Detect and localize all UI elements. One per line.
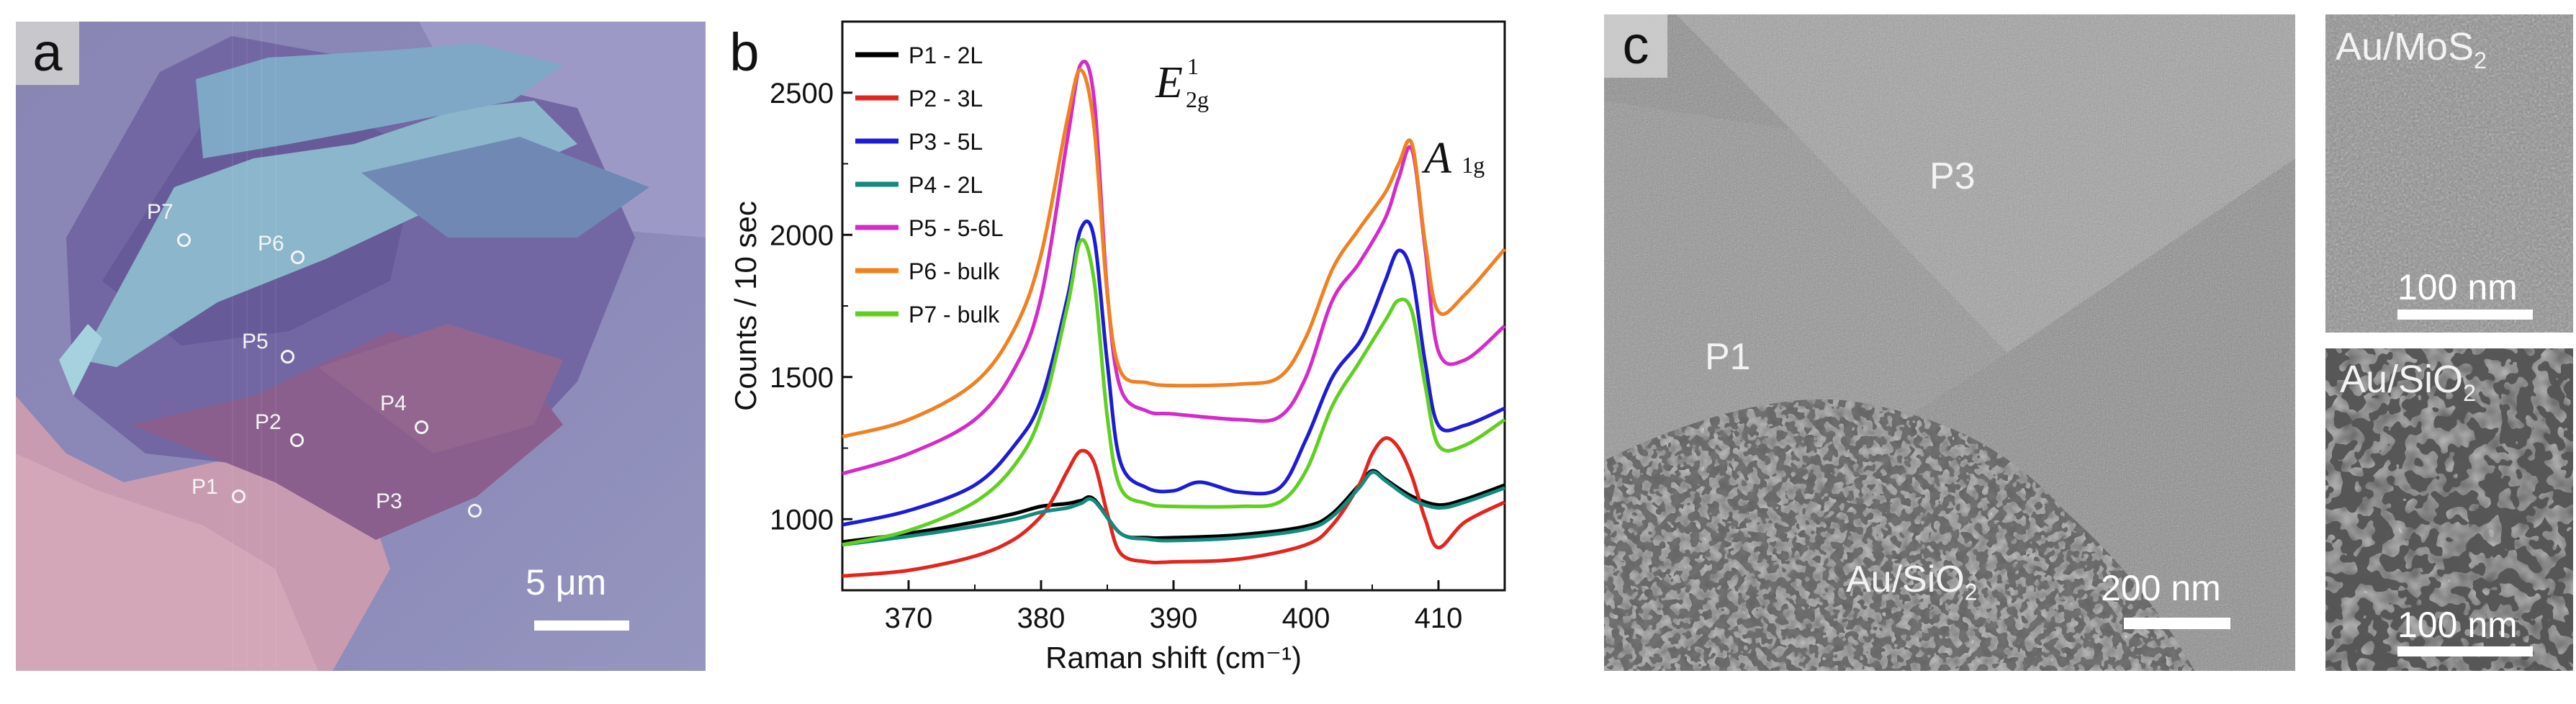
scale-bar-label-c: 200 nm: [2101, 568, 2221, 608]
scale-bar-label-inset-top: 100 nm: [2397, 267, 2518, 307]
tem-micrograph: [1604, 14, 2295, 671]
peak-label-e2g-sub: 2g: [1186, 86, 1209, 112]
x-axis-label: Raman shift (cm⁻¹): [1045, 641, 1302, 674]
point-label-p7: P7: [147, 200, 174, 224]
point-marker-p5: [281, 350, 294, 364]
panel-c-tem-image: c P3 P1 Au/SiO2 200 nm: [1604, 14, 2295, 671]
scale-bar-inset-top: [2397, 310, 2533, 320]
point-label-p4: P4: [380, 392, 407, 415]
point-label-p6: P6: [258, 232, 284, 256]
region-label-au-sio2-sub: 2: [1964, 579, 1978, 605]
peak-label-a1g: A 1g: [1424, 133, 1485, 184]
series-line-p3-5l: [842, 219, 1506, 527]
inset-au-mos2-image: [2325, 14, 2573, 333]
x-tick-label: 390: [1150, 603, 1198, 634]
point-marker-p4: [415, 420, 428, 434]
x-tick-label: 370: [885, 603, 933, 634]
optical-micrograph: [16, 22, 706, 671]
panel-a-optical-image: a P7 P6 P5 P2 P4 P1 P3 5 μm: [16, 22, 706, 671]
panel-b-raman-chart: 370 380 390 400 410 1000 1500 2000 2500 Raman shi…: [713, 14, 1562, 698]
legend-label: P3 - 5L: [909, 129, 983, 155]
y-tick-label: 1500: [770, 362, 834, 394]
point-marker-p7: [177, 233, 191, 247]
point-label-p2: P2: [255, 410, 282, 434]
raman-chart-svg: 370 380 390 400 410 1000 1500 2000 2500 Raman shi…: [729, 20, 1506, 674]
point-label-p5: P5: [242, 330, 269, 353]
y-tick-label: 2000: [770, 220, 834, 251]
y-tick-label: 2500: [770, 78, 834, 109]
y-tick-label: 1000: [770, 504, 834, 536]
y-axis-label: Counts / 10 sec: [729, 201, 762, 411]
peak-label-e2g: E 1 2g: [1156, 53, 1209, 112]
peak-label-e2g-base: E: [1156, 58, 1183, 107]
scale-bar-label-a: 5 μm: [526, 562, 607, 603]
inset-top-title-prefix: Au/MoS: [2336, 25, 2474, 68]
inset-bottom-title: Au/SiO2: [2340, 357, 2476, 407]
series-line-p2-3l: [842, 436, 1506, 578]
point-marker-p1: [232, 489, 246, 503]
region-label-p1: P1: [1705, 336, 1751, 378]
region-label-au-sio2: Au/SiO2: [1846, 558, 1978, 605]
x-tick-label: 380: [1017, 603, 1066, 634]
legend-label: P2 - 3L: [909, 86, 983, 112]
peak-label-e2g-sup: 1: [1187, 53, 1199, 79]
inset-top-title-sub: 2: [2474, 47, 2487, 73]
panel-a-label: a: [16, 22, 79, 85]
point-marker-p6: [291, 251, 305, 264]
legend-label: P6 - bulk: [909, 258, 1000, 284]
scale-bar-label-inset-bottom: 100 nm: [2397, 605, 2518, 645]
point-marker-p3: [468, 504, 482, 518]
point-marker-p2: [290, 433, 304, 447]
point-label-p1: P1: [192, 475, 218, 499]
legend-label: P5 - 5-6L: [909, 215, 1004, 241]
peak-label-a1g-sub: 1g: [1462, 152, 1485, 178]
peak-label-a1g-base: A: [1424, 134, 1451, 183]
scale-bar-c: [2124, 618, 2230, 629]
panel-b-label: b: [729, 22, 760, 82]
region-label-p3: P3: [1929, 155, 1976, 197]
legend-label: P4 - 2L: [909, 172, 983, 198]
series-line-p6-bulk: [842, 68, 1506, 439]
inset-top-title: Au/MoS2: [2336, 24, 2487, 74]
point-label-p3: P3: [376, 489, 402, 513]
panel-c-label: c: [1604, 14, 1667, 78]
legend-label: P1 - 2L: [909, 42, 983, 68]
inset-au-mos2: Au/MoS2 100 nm: [2325, 14, 2573, 333]
inset-au-sio2-image: [2325, 348, 2573, 671]
x-tick-label: 410: [1415, 603, 1463, 634]
x-tick-label: 400: [1282, 603, 1330, 634]
series-line-p7-bulk: [842, 238, 1506, 547]
inset-bottom-title-sub: 2: [2463, 379, 2476, 406]
scale-bar-a: [534, 620, 629, 631]
region-label-au-sio2-prefix: Au/SiO: [1846, 559, 1965, 600]
series-line-p4-2l: [842, 470, 1505, 547]
scale-bar-inset-bottom: [2397, 646, 2533, 656]
legend-label: P7 - bulk: [909, 302, 1000, 328]
inset-au-sio2: Au/SiO2 100 nm: [2325, 348, 2573, 671]
inset-bottom-title-prefix: Au/SiO: [2340, 358, 2464, 401]
